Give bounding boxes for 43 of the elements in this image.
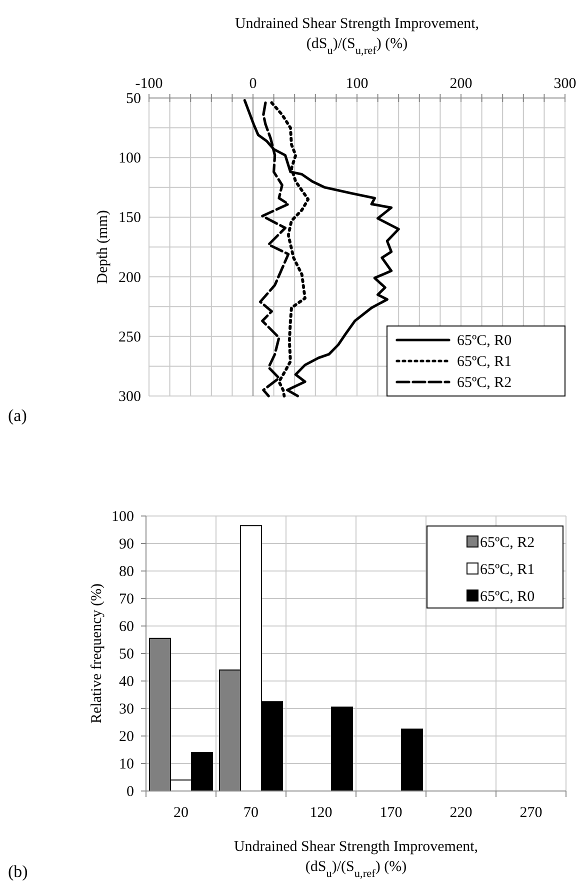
x-axis-title: Undrained Shear Strength Improvement, (dS$_{u}$)/(S$_{u,ref}$) (%) xyxy=(234,839,478,880)
y-tick-label: 200 xyxy=(118,270,141,286)
legend-label: 65ºC, R1 xyxy=(480,562,535,578)
y-tick-label: 150 xyxy=(118,210,141,226)
y-tick-label: 20 xyxy=(119,729,134,745)
x-tick-label: 70 xyxy=(244,805,258,821)
y-tick-label: 50 xyxy=(126,91,141,107)
y-tick-label: 250 xyxy=(118,329,141,346)
legend-label: 65ºC, R1 xyxy=(457,354,512,370)
legend-label: 65ºC, R0 xyxy=(480,589,535,605)
x-axis-title: Undrained Shear Strength Improvement, (dS$_{u}$)/(S$_{u,ref}$) (%) xyxy=(234,16,480,57)
y-tick-label: 90 xyxy=(119,536,134,552)
y-tick-label: 300 xyxy=(118,389,141,405)
line-series xyxy=(243,99,400,398)
y-tick-label: 100 xyxy=(112,509,134,525)
legend-label: 65ºC, R0 xyxy=(457,333,512,349)
y-axis-title: Relative frequency (%) xyxy=(89,584,105,724)
bar xyxy=(331,706,353,792)
y-tick-label: 80 xyxy=(119,564,134,580)
x-tick-label: 220 xyxy=(450,805,472,821)
x-tick-label: 120 xyxy=(310,805,332,821)
x-tick-label: 0 xyxy=(249,76,257,92)
x-tick-label: 200 xyxy=(450,76,472,92)
text: (b) xyxy=(8,862,28,881)
legend-label: 65ºC, R2 xyxy=(480,535,535,551)
x-tick-label: 100 xyxy=(346,76,368,92)
x-tick-label: 170 xyxy=(380,805,402,821)
legend-label: 65ºC, R2 xyxy=(457,375,512,391)
x-tick-label: 20 xyxy=(174,805,188,821)
x-tick-label: -100 xyxy=(135,76,163,92)
y-tick-label: 50 xyxy=(119,646,134,662)
text: (a) xyxy=(8,406,27,425)
y-axis-title: Depth (mm) xyxy=(95,210,111,284)
y-tick-label: 60 xyxy=(119,619,134,635)
x-tick-label: 300 xyxy=(554,76,576,92)
y-tick-label: 40 xyxy=(119,674,134,690)
y-tick-label: 30 xyxy=(119,702,134,718)
x-tick-label: 270 xyxy=(520,805,542,821)
y-tick-label: 100 xyxy=(118,150,141,167)
y-tick-label: 0 xyxy=(126,784,134,800)
bar xyxy=(401,728,423,792)
y-tick-label: 10 xyxy=(119,756,134,772)
y-tick-label: 70 xyxy=(119,592,134,608)
